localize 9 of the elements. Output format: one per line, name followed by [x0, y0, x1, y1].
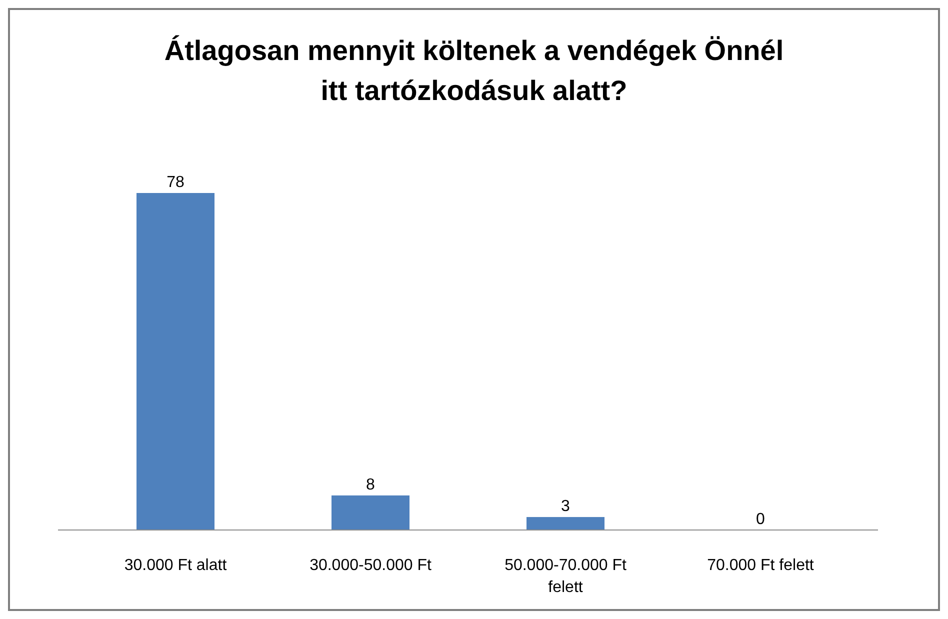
data-label: 8	[366, 476, 376, 494]
data-label: 0	[756, 511, 766, 528]
x-tick-label: 70.000 Ft felett	[707, 557, 814, 574]
x-tick-label: 30.000-50.000 Ft	[310, 557, 432, 574]
x-tick-label: 50.000-70.000 Ft felett	[504, 557, 627, 596]
data-label: 78	[166, 174, 184, 191]
data-label: 3	[561, 498, 570, 516]
chart-title: Átlagosan mennyit költenek a vendégek Önnél itt tartózkodásuk alatt?	[164, 35, 784, 106]
x-tick-label: 30.000 Ft alatt	[124, 557, 228, 574]
